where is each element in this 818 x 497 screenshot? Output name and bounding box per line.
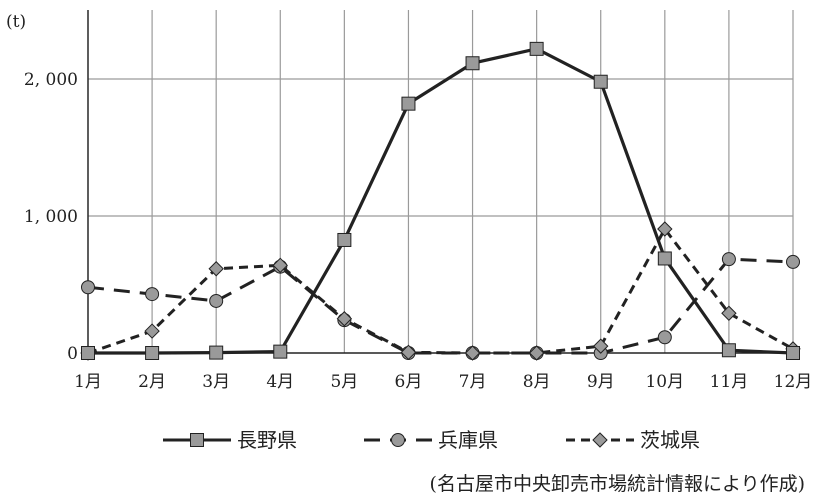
y-tick-label: 0: [67, 344, 78, 364]
data-point-diamond: [721, 305, 737, 321]
series-line-1: [88, 47, 794, 355]
data-point-square: [81, 346, 95, 360]
data-point-circle: [145, 287, 160, 302]
x-tick-label: 10月: [645, 372, 684, 392]
series-2: [81, 252, 800, 360]
data-point-circle: [721, 252, 736, 267]
data-point-diamond: [272, 257, 288, 274]
data-point-diamond: [208, 261, 224, 277]
legend-marker-diamond: [592, 432, 608, 448]
legend-label: 茨城県: [640, 428, 700, 452]
series-line-2: [87, 257, 794, 355]
data-point-square: [273, 344, 288, 359]
data-point-circle: [786, 254, 800, 269]
data-point-circle: [657, 330, 672, 345]
x-tick-label: 4月: [266, 372, 294, 392]
data-point-diamond: [464, 345, 481, 361]
legend-item-1: 長野県: [163, 428, 297, 452]
data-point-square: [593, 74, 608, 89]
x-tick-label: 3月: [202, 372, 230, 392]
x-tick-label: 6月: [395, 372, 423, 392]
data-point-diamond: [657, 221, 673, 237]
data-point-square: [721, 343, 736, 358]
legend-item-3: 茨城県: [566, 428, 700, 452]
x-tick-label: 12月: [774, 372, 813, 392]
legend-marker-square: [190, 433, 204, 447]
legend-item-2: 兵庫県: [364, 428, 498, 452]
axes: [87, 10, 793, 354]
x-tick-label: 8月: [523, 372, 551, 392]
data-point-diamond: [593, 338, 609, 354]
grid: [87, 10, 794, 353]
x-tick-label: 9月: [587, 372, 615, 392]
y-tick-label: 1, 000: [24, 207, 78, 227]
data-point-square: [529, 41, 544, 56]
data-point-square: [657, 251, 672, 266]
legend: 長野県 兵庫県 茨城県: [163, 428, 700, 452]
y-axis-label: (t): [6, 12, 26, 32]
data-point-square: [786, 346, 800, 360]
legend-marker-circle: [391, 433, 405, 447]
data-point-circle: [81, 280, 95, 295]
series-1: [81, 41, 800, 360]
data-point-diamond: [400, 344, 417, 361]
data-point-square: [145, 346, 160, 360]
x-tick-label: 11月: [710, 372, 749, 392]
data-point-square: [209, 345, 224, 360]
data-point-diamond: [528, 345, 545, 361]
data-point-square: [337, 232, 352, 247]
legend-label: 長野県: [237, 428, 297, 452]
data-point-diamond: [336, 311, 353, 327]
series-3: [80, 221, 801, 361]
x-tick-label: 7月: [459, 372, 487, 392]
tick-labels: 0 1, 000 2, 000 1月 2月 3月 4月 5月 6月 7月 8月 9月 10月 11月 12月: [24, 70, 812, 392]
data-point-circle: [209, 293, 224, 308]
x-tick-label: 5月: [330, 372, 358, 392]
data-point-diamond: [144, 323, 160, 339]
data-point-square: [465, 56, 480, 71]
series-line-3: [87, 227, 794, 355]
legend-label: 兵庫県: [438, 428, 498, 452]
data-point-square: [401, 96, 416, 111]
series: [80, 41, 801, 361]
y-tick-label: 2, 000: [24, 70, 78, 90]
x-tick-label: 1月: [74, 372, 102, 392]
source-note: (名古屋市中央卸売市場統計情報により作成): [430, 473, 805, 495]
x-tick-label: 2月: [138, 372, 166, 392]
